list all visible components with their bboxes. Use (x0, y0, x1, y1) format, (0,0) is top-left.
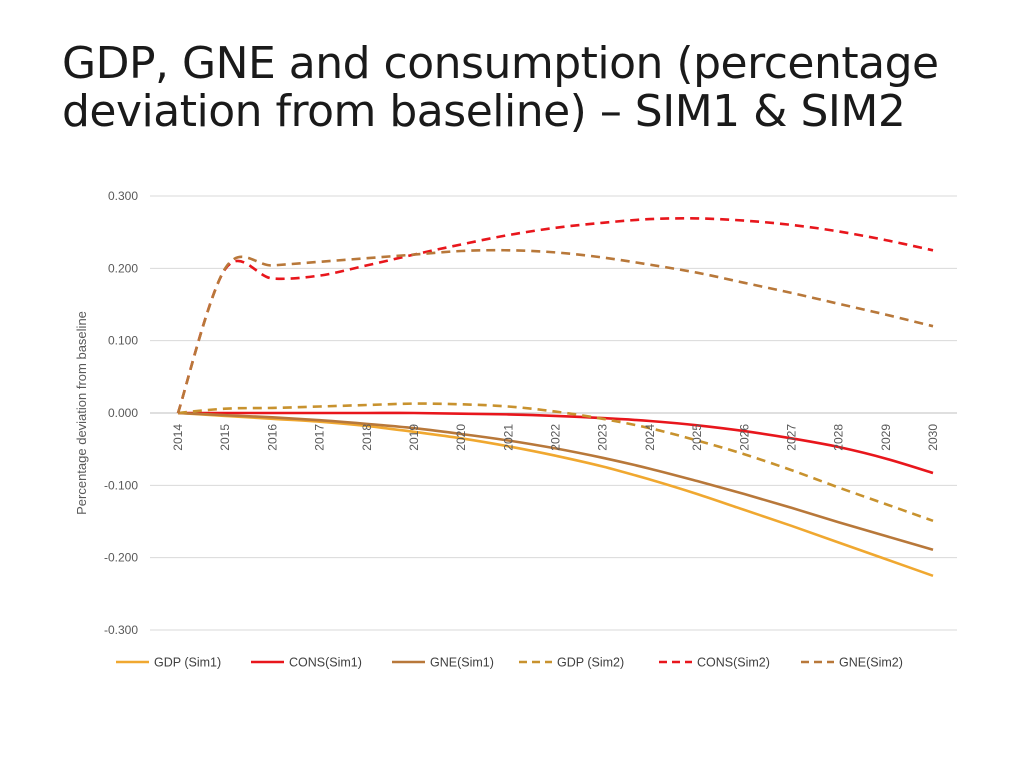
x-tick-label: 2015 (218, 424, 232, 451)
series-line-gdp-sim1 (177, 411, 934, 578)
x-tick-label: 2014 (171, 424, 185, 451)
series-line-gne-sim1 (177, 411, 934, 551)
x-tick-label: 2025 (690, 424, 704, 451)
legend: GDP (Sim1) CONS(Sim1) GNE(Sim1) GDP (Sim2) C… (116, 656, 903, 670)
series-line-gne-sim2 (176, 248, 934, 414)
x-tick-label: 2020 (454, 424, 468, 451)
y-tick-label: 0.000 (108, 406, 138, 420)
legend-label: CONS(Sim1) (289, 656, 362, 670)
x-tick-label: 2029 (879, 424, 893, 451)
x-tick-label: 2019 (407, 424, 421, 451)
slide-title-line-2: deviation from baseline) – SIM1 & SIM2 (62, 86, 906, 137)
x-tick-label: 2022 (549, 424, 563, 451)
series-line-cons-sim1 (177, 411, 934, 475)
slide-title: GDP, GNE and consumption (percentage dev… (62, 40, 992, 136)
x-tick-label: 2027 (784, 424, 798, 451)
series-line-gdp-sim2 (177, 402, 934, 523)
x-tick-label: 2030 (926, 424, 940, 451)
y-tick-label: 0.200 (108, 261, 138, 275)
legend-label: CONS(Sim2) (697, 656, 770, 670)
y-tick-label: 0.100 (108, 334, 138, 348)
x-tick-label: 2017 (313, 424, 327, 451)
y-axis-ticks: 0.300 0.200 0.100 0.000 -0.100 -0.200 -0.300 (104, 189, 138, 637)
x-tick-label: 2028 (832, 424, 846, 451)
series-lines (176, 217, 934, 578)
y-tick-label: -0.300 (104, 623, 138, 637)
x-tick-label: 2021 (501, 424, 515, 451)
x-tick-label: 2024 (643, 424, 657, 451)
legend-label: GDP (Sim1) (154, 656, 221, 670)
y-tick-label: -0.200 (104, 551, 138, 565)
gridlines (150, 195, 957, 631)
x-tick-label: 2023 (596, 424, 610, 451)
x-tick-label: 2016 (265, 424, 279, 451)
slide-title-line-1: GDP, GNE and consumption (percentage (62, 38, 939, 89)
x-axis-ticks: 2014 2015 2016 2017 2018 2019 2020 2021 2022 2023… (171, 424, 940, 451)
legend-label: GDP (Sim2) (557, 656, 624, 670)
legend-label: GNE(Sim2) (839, 656, 903, 670)
y-axis-label: Percentage deviation from baseline (74, 311, 89, 515)
y-tick-label: 0.300 (108, 189, 138, 203)
x-tick-label: 2026 (737, 424, 751, 451)
y-tick-label: -0.100 (104, 478, 138, 492)
x-tick-label: 2018 (360, 424, 374, 451)
series-line-cons-sim2 (176, 217, 934, 414)
legend-label: GNE(Sim1) (430, 656, 494, 670)
